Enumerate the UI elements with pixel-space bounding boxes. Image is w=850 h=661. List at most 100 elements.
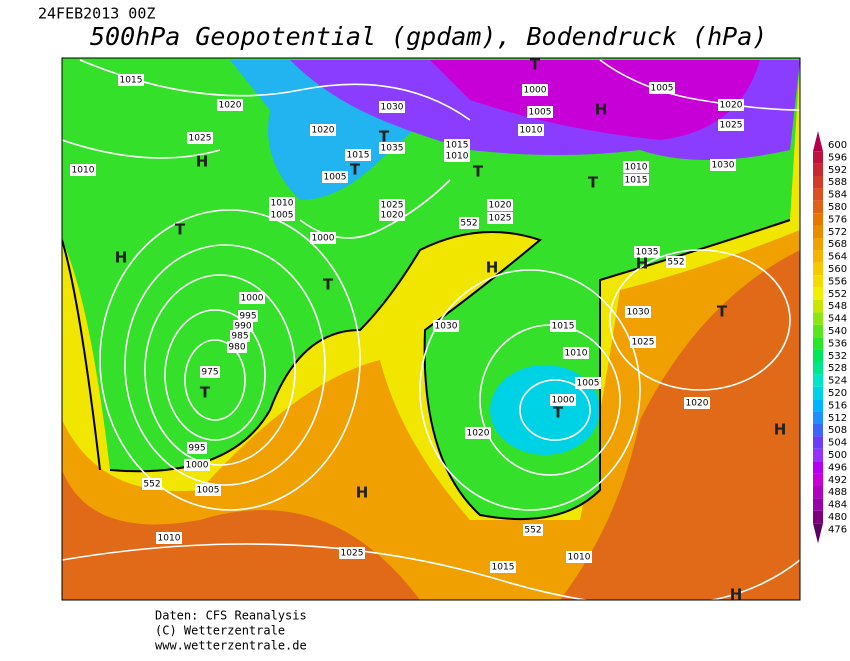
colorbar-cell <box>813 411 823 424</box>
isobar-label: 1025 <box>632 338 655 348</box>
colorbar-cell <box>813 238 823 251</box>
isobar-label: 985 <box>231 332 248 342</box>
colorbar-cell <box>813 188 823 201</box>
isobar-label: 1020 <box>381 211 404 221</box>
isobar-label-bg <box>444 150 470 162</box>
isobar-label: 1010 <box>158 534 181 544</box>
colorbar-cell <box>813 337 823 350</box>
isobar-label-bg <box>433 320 459 332</box>
isobar-label-bg <box>518 124 544 136</box>
isobar-label-bg <box>310 124 336 136</box>
pressure-system: T <box>200 384 211 402</box>
isobar-label: 1025 <box>189 134 212 144</box>
isobar-label-bg <box>623 161 649 173</box>
pressure-system: H <box>486 259 499 277</box>
isobar-label-bg <box>487 212 513 224</box>
colorbar-cell <box>813 424 823 437</box>
isobar-label: 1015 <box>446 141 469 151</box>
pressure-system: T <box>350 161 361 179</box>
colorbar-cell <box>813 349 823 362</box>
isobar-label-bg <box>625 306 651 318</box>
pressure-system: H <box>115 249 128 267</box>
isobar-label: 1030 <box>381 103 404 113</box>
map <box>62 58 800 600</box>
pressure-system: H <box>595 101 608 119</box>
colorbar-label: 572 <box>828 227 847 238</box>
isobar-label-bg <box>200 366 220 378</box>
colorbar-cell <box>813 324 823 338</box>
colorbar-label: 580 <box>828 202 847 213</box>
colorbar-label: 500 <box>828 450 847 461</box>
colorbar-cell <box>813 176 823 189</box>
isobar-label: 552 <box>460 219 477 229</box>
isobar-label: 1035 <box>636 248 659 258</box>
pressure-system: T <box>379 128 390 146</box>
isobar-label: 1015 <box>552 322 575 332</box>
pressure-system: T <box>530 56 541 74</box>
colorbar-label: 592 <box>828 165 847 176</box>
colorbar-cell <box>813 374 823 387</box>
colorbar-label: 496 <box>828 462 847 473</box>
colorbar-label: 584 <box>828 190 847 201</box>
isobar-label: 1000 <box>312 234 335 244</box>
isobar-label-bg <box>563 347 589 359</box>
isobar-label: 980 <box>228 343 245 353</box>
colorbar-cell <box>813 300 823 313</box>
colorbar-cell <box>813 473 823 486</box>
isobar-label: 1025 <box>720 121 743 131</box>
isobar-label-bg <box>465 427 491 439</box>
isobar-label-bg <box>230 330 250 342</box>
isobar-label: 1010 <box>565 349 588 359</box>
colorbar-label: 484 <box>828 500 847 511</box>
footer-line: Daten: CFS Reanalysis <box>155 609 307 623</box>
isobar-label-bg <box>523 524 543 536</box>
colorbar-label: 488 <box>828 487 847 498</box>
colorbar-cell <box>813 287 823 300</box>
colorbar-cell <box>813 250 823 263</box>
isobar-label: 1025 <box>341 549 364 559</box>
isobar-label-bg <box>269 197 295 209</box>
pressure-system: T <box>473 163 484 181</box>
isobar-label-bg <box>522 84 548 96</box>
isobar-label: 1030 <box>627 308 650 318</box>
isobar-label: 1020 <box>489 201 512 211</box>
isobar-label: 552 <box>524 526 541 536</box>
isobar-label: 1010 <box>625 163 648 173</box>
colorbar-label: 508 <box>828 425 847 436</box>
colorbar-cell <box>813 163 823 176</box>
isobar-label-bg <box>718 119 744 131</box>
isobar-label: 1020 <box>312 126 335 136</box>
isobar-label-bg <box>70 164 96 176</box>
colorbar-cell <box>813 448 823 462</box>
pressure-system: H <box>636 255 649 273</box>
isobar-label-bg <box>379 209 405 221</box>
colorbar-label: 492 <box>828 475 847 486</box>
isobar-label-bg <box>118 74 144 86</box>
title: 500hPa Geopotential (gpdam), Bodendruck … <box>90 22 767 51</box>
footer-line: www.wetterzentrale.de <box>155 639 307 653</box>
isobar-label: 1010 <box>271 199 294 209</box>
colorbar-label: 596 <box>828 152 847 163</box>
colorbar-label: 528 <box>828 363 847 374</box>
colorbar-label: 532 <box>828 351 847 362</box>
colorbar-label: 480 <box>828 512 847 523</box>
date: 24FEB2013 00Z <box>38 5 155 23</box>
isobar-label-bg <box>527 106 553 118</box>
isobar-label-bg <box>322 171 348 183</box>
isobar-label-bg <box>379 199 405 211</box>
colorbar-label: 588 <box>828 177 847 188</box>
colorbar-label: 540 <box>828 326 847 337</box>
pressure-system: T <box>553 404 564 422</box>
colorbar-label: 544 <box>828 314 847 325</box>
isobar-label: 1010 <box>446 152 469 162</box>
isobar-label-bg <box>379 101 405 113</box>
colorbar-label: 520 <box>828 388 847 399</box>
colorbar-label: 552 <box>828 289 847 300</box>
field-magenta <box>430 60 760 140</box>
pressure-system: H <box>774 421 787 439</box>
colorbar-label: 576 <box>828 214 847 225</box>
isobar-label-bg <box>623 174 649 186</box>
isobar-label-bg <box>649 82 675 94</box>
isobar-label-bg <box>227 341 247 353</box>
isobar-label-bg <box>634 246 660 258</box>
